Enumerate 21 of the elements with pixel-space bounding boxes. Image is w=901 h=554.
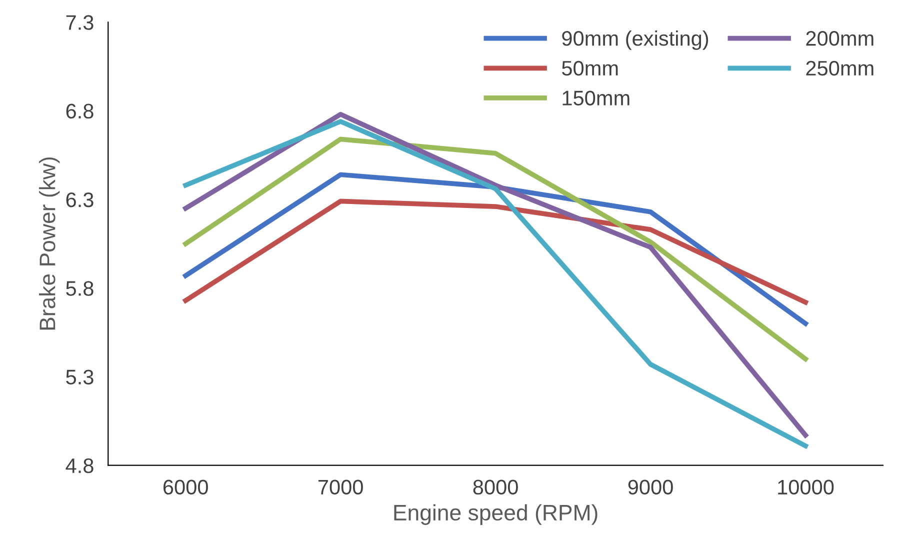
x-tick-label: 9000 — [628, 480, 673, 495]
x-tick-label: 6000 — [163, 480, 208, 495]
x-tick-label: 8000 — [473, 480, 518, 495]
x-axis-title: Engine speed (RPM) — [394, 504, 598, 525]
y-tick-label: 7.3 — [66, 15, 94, 30]
y-tick-label: 4.8 — [66, 458, 94, 474]
y-tick-label: 6.8 — [66, 104, 94, 119]
y-tick-label: 5.3 — [66, 370, 94, 384]
legend-label: 50mm — [562, 60, 618, 76]
y-tick-label: 6.3 — [66, 192, 94, 208]
y-tick-label: 5.8 — [66, 281, 94, 296]
legend-label: 200mm — [806, 31, 874, 46]
legend-label: 90mm (existing) — [562, 30, 708, 50]
x-tick-label: 7000 — [318, 480, 363, 495]
x-tick-label: 10000 — [778, 480, 834, 495]
line-series — [183, 198, 808, 305]
line-series — [183, 172, 808, 326]
y-axis-title: Brake Power (kw) — [39, 157, 60, 330]
legend-label: 150mm — [562, 90, 630, 106]
line-series — [183, 136, 808, 362]
legend-label: 250mm — [806, 60, 874, 76]
